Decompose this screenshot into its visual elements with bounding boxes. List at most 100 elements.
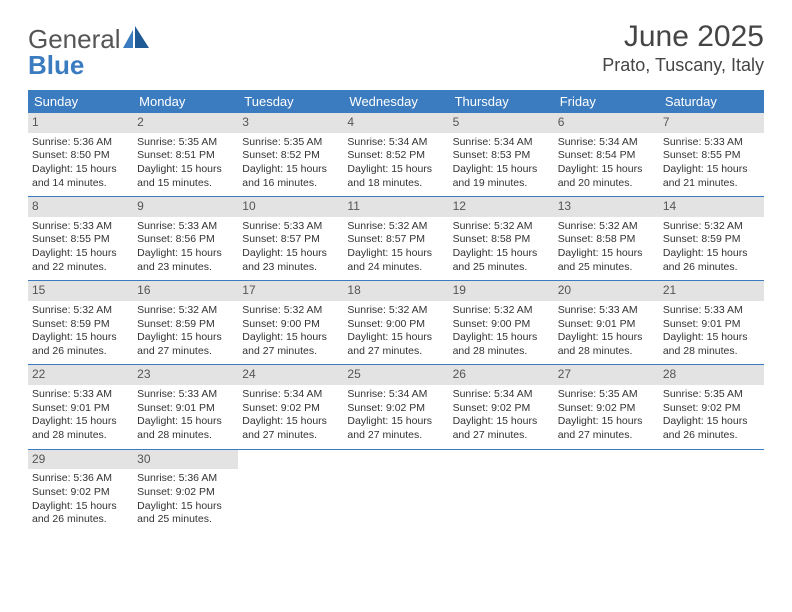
daylight-text-2: and 28 minutes. xyxy=(453,345,550,359)
location-text: Prato, Tuscany, Italy xyxy=(602,55,764,76)
sunset-text: Sunset: 9:01 PM xyxy=(558,318,655,332)
sunset-text: Sunset: 9:00 PM xyxy=(453,318,550,332)
calendar-week: 1Sunrise: 5:36 AMSunset: 8:50 PMDaylight… xyxy=(28,113,764,197)
day-number: 12 xyxy=(449,197,554,217)
daylight-text-2: and 26 minutes. xyxy=(663,261,760,275)
daylight-text-2: and 28 minutes. xyxy=(558,345,655,359)
sunset-text: Sunset: 8:58 PM xyxy=(558,233,655,247)
calendar-day: 18 Sunrise: 5:32 AMSunset: 9:00 PMDayligh… xyxy=(343,281,448,364)
day-number: 18 xyxy=(343,281,448,301)
daylight-text-1: Daylight: 15 hours xyxy=(347,163,444,177)
sunrise-text: Sunrise: 5:32 AM xyxy=(242,304,339,318)
sunrise-text: Sunrise: 5:33 AM xyxy=(242,220,339,234)
sunset-text: Sunset: 9:02 PM xyxy=(558,402,655,416)
sunset-text: Sunset: 9:00 PM xyxy=(347,318,444,332)
daylight-text-1: Daylight: 15 hours xyxy=(558,247,655,261)
daylight-text-1: Daylight: 15 hours xyxy=(347,331,444,345)
logo-mark-icon xyxy=(123,26,149,48)
sunset-text: Sunset: 8:57 PM xyxy=(242,233,339,247)
sunrise-text: Sunrise: 5:34 AM xyxy=(242,388,339,402)
calendar-week: 29Sunrise: 5:36 AMSunset: 9:02 PMDayligh… xyxy=(28,450,764,533)
sunrise-text: Sunrise: 5:34 AM xyxy=(453,136,550,150)
day-number: 2 xyxy=(133,113,238,133)
daylight-text-2: and 25 minutes. xyxy=(558,261,655,275)
daylight-text-2: and 27 minutes. xyxy=(347,345,444,359)
daylight-text-1: Daylight: 15 hours xyxy=(32,331,129,345)
day-number: 8 xyxy=(28,197,133,217)
sunrise-text: Sunrise: 5:32 AM xyxy=(453,304,550,318)
calendar-day: 4Sunrise: 5:34 AMSunset: 8:52 PMDaylight… xyxy=(343,113,448,196)
weekday-header-row: Sunday Monday Tuesday Wednesday Thursday… xyxy=(28,90,764,113)
daylight-text-2: and 23 minutes. xyxy=(242,261,339,275)
sunrise-text: Sunrise: 5:32 AM xyxy=(558,220,655,234)
sunrise-text: Sunrise: 5:33 AM xyxy=(663,304,760,318)
calendar-day: 26Sunrise: 5:34 AMSunset: 9:02 PMDayligh… xyxy=(449,365,554,448)
calendar-week: 22Sunrise: 5:33 AMSunset: 9:01 PMDayligh… xyxy=(28,365,764,449)
calendar-day: 29Sunrise: 5:36 AMSunset: 9:02 PMDayligh… xyxy=(28,450,133,533)
calendar-day: 17Sunrise: 5:32 AMSunset: 9:00 PMDayligh… xyxy=(238,281,343,364)
daylight-text-2: and 26 minutes. xyxy=(32,345,129,359)
calendar-day: 5Sunrise: 5:34 AMSunset: 8:53 PMDaylight… xyxy=(449,113,554,196)
sunrise-text: Sunrise: 5:36 AM xyxy=(137,472,234,486)
calendar-day: 22Sunrise: 5:33 AMSunset: 9:01 PMDayligh… xyxy=(28,365,133,448)
day-number: 29 xyxy=(28,450,133,470)
daylight-text-2: and 27 minutes. xyxy=(453,429,550,443)
sunset-text: Sunset: 8:57 PM xyxy=(347,233,444,247)
day-number: 5 xyxy=(449,113,554,133)
day-number: 30 xyxy=(133,450,238,470)
daylight-text-2: and 27 minutes. xyxy=(137,345,234,359)
daylight-text-1: Daylight: 15 hours xyxy=(242,247,339,261)
sunrise-text: Sunrise: 5:33 AM xyxy=(663,136,760,150)
calendar-day: 16Sunrise: 5:32 AMSunset: 8:59 PMDayligh… xyxy=(133,281,238,364)
sunrise-text: Sunrise: 5:33 AM xyxy=(32,388,129,402)
header: General Blue June 2025 Prato, Tuscany, I… xyxy=(28,20,764,78)
sunset-text: Sunset: 9:02 PM xyxy=(137,486,234,500)
sunrise-text: Sunrise: 5:32 AM xyxy=(347,220,444,234)
daylight-text-1: Daylight: 15 hours xyxy=(453,247,550,261)
sunrise-text: Sunrise: 5:32 AM xyxy=(663,220,760,234)
daylight-text-1: Daylight: 15 hours xyxy=(242,331,339,345)
daylight-text-1: Daylight: 15 hours xyxy=(558,163,655,177)
sunrise-text: Sunrise: 5:33 AM xyxy=(137,220,234,234)
day-number: 1 xyxy=(28,113,133,133)
daylight-text-2: and 27 minutes. xyxy=(347,429,444,443)
day-number: 13 xyxy=(554,197,659,217)
day-number: 22 xyxy=(28,365,133,385)
weekday-header: Saturday xyxy=(659,90,764,113)
sunset-text: Sunset: 8:52 PM xyxy=(347,149,444,163)
daylight-text-1: Daylight: 15 hours xyxy=(663,247,760,261)
daylight-text-2: and 20 minutes. xyxy=(558,177,655,191)
calendar-day: 10 Sunrise: 5:33 AMSunset: 8:57 PMDayligh… xyxy=(238,197,343,280)
daylight-text-2: and 26 minutes. xyxy=(32,513,129,527)
daylight-text-1: Daylight: 15 hours xyxy=(558,331,655,345)
daylight-text-1: Daylight: 15 hours xyxy=(137,331,234,345)
day-number: 9 xyxy=(133,197,238,217)
sunrise-text: Sunrise: 5:35 AM xyxy=(663,388,760,402)
page-title: June 2025 xyxy=(602,20,764,53)
sunrise-text: Sunrise: 5:32 AM xyxy=(347,304,444,318)
calendar-day: 8Sunrise: 5:33 AMSunset: 8:55 PMDaylight… xyxy=(28,197,133,280)
daylight-text-2: and 23 minutes. xyxy=(137,261,234,275)
day-number: 15 xyxy=(28,281,133,301)
sunset-text: Sunset: 9:01 PM xyxy=(32,402,129,416)
sunrise-text: Sunrise: 5:35 AM xyxy=(242,136,339,150)
daylight-text-2: and 14 minutes. xyxy=(32,177,129,191)
day-number: 11 xyxy=(343,197,448,217)
calendar-day: 30Sunrise: 5:36 AMSunset: 9:02 PMDayligh… xyxy=(133,450,238,533)
daylight-text-2: and 26 minutes. xyxy=(663,429,760,443)
calendar-week: 8Sunrise: 5:33 AMSunset: 8:55 PMDaylight… xyxy=(28,197,764,281)
daylight-text-1: Daylight: 15 hours xyxy=(453,163,550,177)
daylight-text-2: and 25 minutes. xyxy=(453,261,550,275)
daylight-text-2: and 15 minutes. xyxy=(137,177,234,191)
weekday-header: Monday xyxy=(133,90,238,113)
sunset-text: Sunset: 9:02 PM xyxy=(347,402,444,416)
calendar-day: 12Sunrise: 5:32 AMSunset: 8:58 PMDayligh… xyxy=(449,197,554,280)
day-number: 10 xyxy=(238,197,343,217)
day-number: 6 xyxy=(554,113,659,133)
sunset-text: Sunset: 8:59 PM xyxy=(137,318,234,332)
sunset-text: Sunset: 8:59 PM xyxy=(32,318,129,332)
sunset-text: Sunset: 9:00 PM xyxy=(242,318,339,332)
calendar-day: 9Sunrise: 5:33 AMSunset: 8:56 PMDaylight… xyxy=(133,197,238,280)
day-number: 26 xyxy=(449,365,554,385)
calendar-day: 28Sunrise: 5:35 AMSunset: 9:02 PMDayligh… xyxy=(659,365,764,448)
